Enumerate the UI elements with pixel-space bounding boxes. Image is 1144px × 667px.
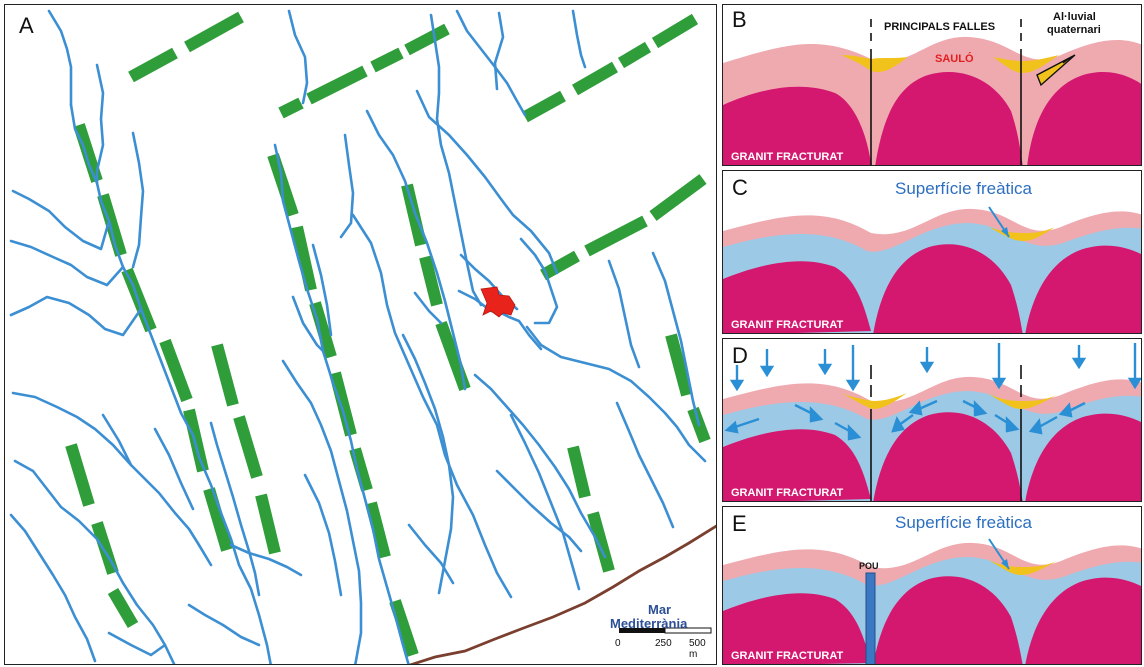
cross-section-c: C Superfície freàtica GRANIT FRACTURAT bbox=[722, 170, 1142, 334]
map-panel: A Mar Mediterrània 0 250 500 m bbox=[4, 4, 717, 665]
stream bbox=[509, 413, 581, 591]
alluvium-deposit bbox=[993, 55, 1059, 73]
stream bbox=[303, 473, 343, 597]
stream bbox=[607, 259, 641, 369]
village-marker bbox=[480, 286, 516, 318]
fault-segment bbox=[365, 501, 419, 657]
saulo-label: SAULÓ bbox=[935, 53, 974, 65]
stream bbox=[495, 469, 583, 553]
stream bbox=[13, 459, 176, 664]
fault-segment bbox=[522, 13, 699, 123]
fault-lines bbox=[65, 11, 711, 657]
stream bbox=[9, 239, 125, 287]
stream bbox=[11, 391, 213, 567]
section-d-drawing bbox=[723, 343, 1141, 501]
stream bbox=[281, 359, 363, 664]
fault-segment bbox=[567, 445, 615, 573]
scale-tick-250: 250 bbox=[655, 638, 672, 649]
stream bbox=[415, 89, 559, 275]
fault-segment bbox=[211, 343, 281, 555]
granite-label: GRANIT FRACTURAT bbox=[731, 650, 844, 662]
water-table-label: Superfície freàtica bbox=[895, 179, 1033, 198]
stream bbox=[287, 9, 309, 105]
granite-label: GRANIT FRACTURAT bbox=[731, 487, 844, 499]
well-label: POU bbox=[859, 561, 879, 571]
flow-arrows bbox=[724, 399, 1086, 441]
stream bbox=[11, 189, 111, 251]
granite-label: GRANIT FRACTURAT bbox=[731, 319, 844, 331]
stream bbox=[311, 243, 333, 337]
granite-body bbox=[723, 72, 1141, 165]
sea-label-line-2: Mediterrània bbox=[610, 616, 688, 631]
panel-letter-d: D bbox=[732, 343, 748, 368]
drainage-fault-map bbox=[9, 9, 716, 664]
stream bbox=[47, 9, 73, 107]
granite-body bbox=[723, 576, 1141, 664]
fault-segment bbox=[128, 11, 244, 83]
section-e-drawing bbox=[723, 538, 1141, 664]
stream bbox=[571, 9, 587, 69]
well-shaft bbox=[865, 572, 876, 664]
stream bbox=[131, 131, 145, 269]
stream bbox=[525, 325, 707, 463]
water-table-label: Superfície freàtica bbox=[895, 513, 1033, 532]
stream-network bbox=[9, 9, 707, 664]
panel-letter-c: C bbox=[732, 175, 748, 200]
sea-label-line-1: Mar bbox=[648, 602, 672, 617]
section-c-drawing bbox=[723, 206, 1141, 333]
stream bbox=[401, 333, 455, 595]
panel-letter-e: E bbox=[732, 511, 747, 536]
cross-section-e: E Superfície freàtica POU GRANIT FRACTUR… bbox=[722, 506, 1142, 665]
scale-bar bbox=[619, 627, 712, 634]
stream bbox=[101, 413, 133, 467]
alluvium-label-line-2: quaternari bbox=[1047, 24, 1101, 36]
stream bbox=[407, 523, 455, 585]
stream bbox=[455, 9, 527, 117]
fault-lines bbox=[870, 365, 1022, 501]
section-b-drawing bbox=[723, 19, 1141, 165]
stream bbox=[339, 133, 355, 239]
stream bbox=[457, 289, 543, 351]
stream bbox=[351, 213, 513, 599]
stream bbox=[291, 295, 325, 353]
scale-tick-0: 0 bbox=[615, 638, 621, 649]
stream bbox=[95, 63, 105, 185]
coastline bbox=[408, 524, 716, 664]
stream bbox=[413, 291, 443, 325]
stream bbox=[69, 103, 272, 664]
alluvium-deposit bbox=[841, 55, 908, 73]
faults-label: PRINCIPALS FALLES bbox=[884, 21, 996, 33]
stream bbox=[107, 631, 167, 657]
stream bbox=[651, 251, 701, 427]
stream bbox=[365, 109, 467, 391]
granite-body bbox=[723, 244, 1141, 333]
cross-section-b: B PRINCIPALS FALLES Al·luvial quaternari… bbox=[722, 4, 1142, 166]
stream bbox=[187, 603, 261, 647]
fault-lines bbox=[870, 19, 1022, 165]
cross-section-d: D GRANIT FRACTURAT bbox=[722, 338, 1142, 502]
panel-letter-a: A bbox=[19, 13, 34, 38]
granite-body bbox=[723, 412, 1141, 501]
stream bbox=[9, 513, 97, 663]
granite-label: GRANIT FRACTURAT bbox=[731, 151, 844, 163]
stream bbox=[153, 427, 195, 511]
stream bbox=[229, 543, 303, 577]
stream bbox=[473, 373, 607, 559]
pointer-arrow bbox=[1036, 54, 1076, 87]
stream bbox=[209, 421, 261, 597]
scale-tick-500: 500 m bbox=[689, 638, 706, 660]
stream bbox=[429, 13, 483, 307]
recharge-arrows bbox=[729, 343, 1141, 392]
stream bbox=[615, 401, 675, 529]
stream bbox=[273, 143, 410, 664]
fault-segment bbox=[278, 23, 450, 119]
panel-letter-b: B bbox=[732, 7, 747, 32]
fault-segment bbox=[65, 443, 139, 629]
stream bbox=[9, 295, 143, 337]
stream bbox=[493, 11, 505, 91]
fault-segment bbox=[540, 174, 707, 281]
alluvium-label-line-1: Al·luvial bbox=[1053, 11, 1096, 23]
stream bbox=[519, 237, 559, 325]
